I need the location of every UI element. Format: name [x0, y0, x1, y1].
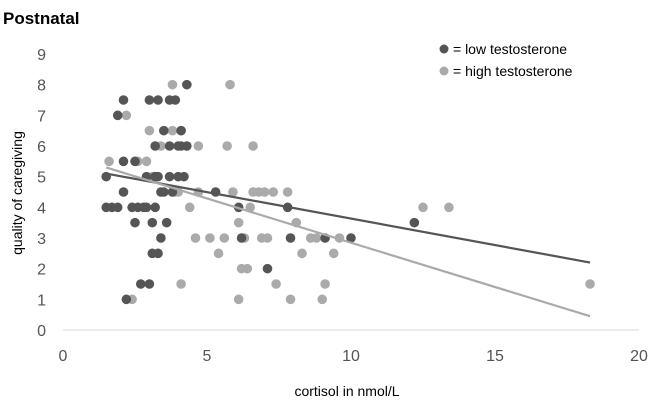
high-testosterone-point	[328, 248, 339, 259]
high-testosterone-point	[444, 202, 454, 213]
low-testosterone-point	[164, 141, 175, 151]
high-testosterone-point	[317, 294, 328, 305]
low-testosterone-point	[161, 217, 172, 228]
x-tick-label: 5	[203, 348, 212, 365]
low-testosterone-point	[153, 171, 163, 182]
y-tick-label: 3	[37, 231, 46, 248]
low-testosterone-point	[182, 79, 192, 90]
high-testosterone-point	[167, 79, 178, 90]
y-axis-label: quality of caregiving	[9, 131, 25, 255]
high-testosterone-point	[222, 141, 232, 151]
low-testosterone-point	[118, 156, 129, 167]
low-testosterone-point	[182, 141, 192, 151]
trendline-high-testosterone	[105, 166, 591, 318]
high-testosterone-point	[228, 187, 238, 197]
low-testosterone-point	[159, 125, 169, 136]
high-testosterone-point	[233, 217, 244, 228]
high-testosterone-point	[141, 156, 152, 167]
high-testosterone-point	[190, 233, 201, 243]
high-testosterone-point	[193, 141, 204, 151]
low-testosterone-point	[159, 187, 169, 197]
high-testosterone-point	[225, 79, 235, 90]
legend: = low testosterone = high testosterone	[439, 41, 573, 79]
low-testosterone-point	[141, 202, 152, 213]
high-testosterone-point	[285, 294, 296, 305]
trendline-low-testosterone	[106, 172, 591, 264]
legend-marker-low	[439, 44, 449, 54]
low-testosterone-point	[150, 141, 160, 151]
high-testosterone-points	[104, 79, 595, 305]
low-testosterone-point	[118, 95, 129, 105]
low-testosterone-point	[262, 263, 273, 274]
legend-label-low: = low testosterone	[453, 41, 567, 57]
high-testosterone-point	[167, 125, 178, 136]
low-testosterone-point	[170, 95, 181, 105]
low-testosterone-point	[153, 248, 163, 259]
y-tick-label: 9	[37, 47, 46, 64]
y-tick-label: 7	[37, 108, 46, 125]
low-testosterone-point	[346, 233, 356, 243]
high-testosterone-point	[418, 202, 428, 213]
high-testosterone-point	[233, 294, 244, 305]
y-tick-label: 1	[37, 292, 46, 309]
high-testosterone-point	[245, 202, 255, 213]
y-axis-ticks: 0 1 2 3 4 5 6 7 8 9	[37, 47, 46, 340]
legend-label-high: = high testosterone	[453, 63, 573, 79]
low-testosterone-point	[112, 202, 123, 213]
x-axis-ticks: 0 5 10 15 20	[59, 348, 648, 365]
low-testosterone-point	[112, 110, 123, 121]
high-testosterone-point	[219, 233, 230, 243]
high-testosterone-point	[184, 202, 195, 213]
low-testosterone-point	[147, 217, 158, 228]
high-testosterone-point	[271, 279, 281, 289]
high-testosterone-point	[320, 279, 330, 289]
y-tick-label: 0	[37, 323, 46, 340]
x-tick-label: 0	[59, 348, 68, 365]
x-tick-label: 20	[630, 348, 648, 365]
low-testosterone-point	[409, 217, 420, 228]
x-axis-label: cortisol in nmol/L	[294, 383, 399, 399]
high-testosterone-point	[144, 125, 155, 136]
chart-title: Postnatal	[3, 9, 80, 28]
high-testosterone-point	[282, 187, 293, 197]
y-tick-label: 8	[37, 78, 46, 95]
low-testosterone-point	[153, 95, 163, 105]
low-testosterone-points	[101, 79, 420, 305]
high-testosterone-point	[104, 156, 114, 167]
low-testosterone-point	[130, 156, 140, 167]
low-testosterone-point	[150, 202, 160, 213]
high-testosterone-point	[176, 279, 186, 289]
high-testosterone-point	[585, 279, 595, 289]
low-testosterone-point	[121, 294, 132, 305]
low-testosterone-point	[156, 233, 166, 243]
high-testosterone-point	[297, 248, 307, 259]
low-testosterone-point	[144, 279, 155, 289]
x-tick-label: 15	[486, 348, 504, 365]
low-testosterone-point	[285, 233, 296, 243]
low-testosterone-point	[130, 217, 140, 228]
high-testosterone-point	[242, 263, 253, 274]
x-tick-label: 10	[342, 348, 360, 365]
low-testosterone-point	[118, 187, 129, 197]
y-tick-label: 6	[37, 139, 46, 156]
y-tick-label: 5	[37, 170, 46, 187]
low-testosterone-point	[236, 233, 247, 243]
high-testosterone-point	[205, 233, 215, 243]
high-testosterone-point	[311, 233, 322, 243]
y-tick-label: 4	[37, 200, 46, 217]
high-testosterone-point	[262, 233, 273, 243]
high-testosterone-point	[213, 248, 224, 259]
high-testosterone-point	[248, 141, 258, 151]
legend-marker-high	[439, 66, 449, 76]
low-testosterone-point	[144, 95, 155, 105]
low-testosterone-point	[179, 171, 189, 182]
high-testosterone-point	[121, 110, 132, 121]
low-testosterone-point	[135, 279, 146, 289]
y-tick-label: 2	[37, 262, 46, 279]
low-testosterone-point	[164, 171, 175, 182]
high-testosterone-point	[268, 187, 279, 197]
low-testosterone-point	[176, 125, 186, 136]
high-testosterone-point	[259, 187, 270, 197]
